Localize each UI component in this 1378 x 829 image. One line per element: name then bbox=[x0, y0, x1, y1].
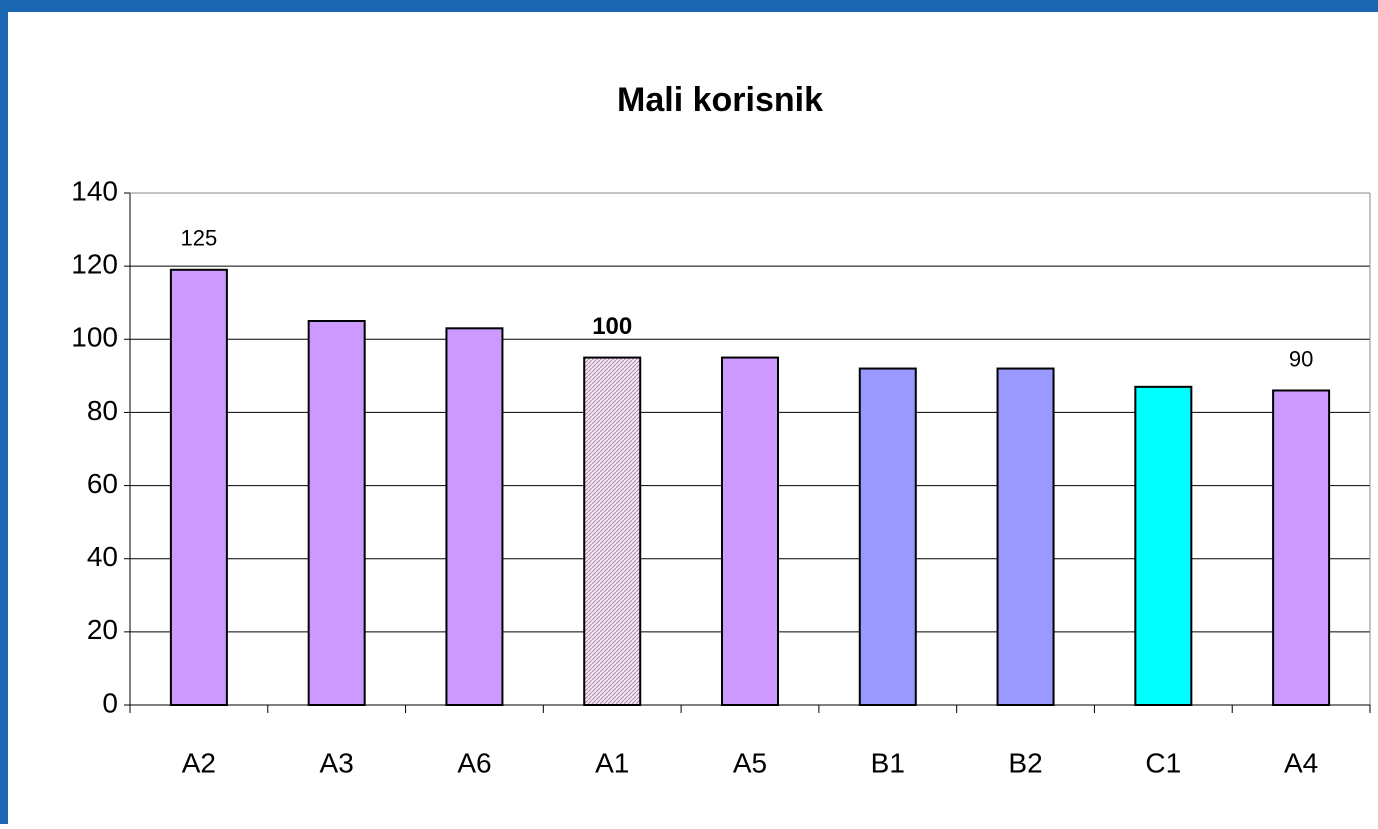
bar bbox=[307, 320, 366, 706]
bar bbox=[1134, 385, 1193, 706]
bar bbox=[721, 356, 779, 706]
x-tick-label: A6 bbox=[457, 747, 491, 778]
y-tick-label: 40 bbox=[87, 541, 118, 572]
annotation: 90 bbox=[1289, 346, 1313, 371]
x-tick-label: A2 bbox=[182, 747, 216, 778]
bar bbox=[583, 356, 642, 706]
y-tick-label: 20 bbox=[87, 614, 118, 645]
x-tick-label: A3 bbox=[320, 747, 354, 778]
x-tick-label: A1 bbox=[595, 747, 629, 778]
x-tick-label: B2 bbox=[1008, 747, 1042, 778]
bar bbox=[169, 268, 228, 706]
x-tick-label: B1 bbox=[871, 747, 905, 778]
bar bbox=[1272, 389, 1331, 706]
x-tick-label: C1 bbox=[1145, 747, 1181, 778]
annotation: 125 bbox=[181, 226, 218, 251]
y-tick-label: 60 bbox=[87, 468, 118, 499]
annotation: 100 bbox=[592, 313, 632, 340]
y-tick-label: 80 bbox=[87, 395, 118, 426]
y-tick-label: 0 bbox=[102, 687, 118, 718]
y-tick-label: 100 bbox=[71, 322, 118, 353]
chart-title: Mali korisnik bbox=[617, 81, 823, 119]
bar bbox=[858, 367, 917, 706]
x-tick-label: A5 bbox=[733, 747, 767, 778]
bar bbox=[445, 327, 504, 706]
x-tick-label: A4 bbox=[1284, 747, 1318, 778]
y-tick-label: 120 bbox=[71, 249, 118, 280]
y-tick-label: 140 bbox=[71, 175, 118, 206]
bar bbox=[996, 367, 1055, 706]
